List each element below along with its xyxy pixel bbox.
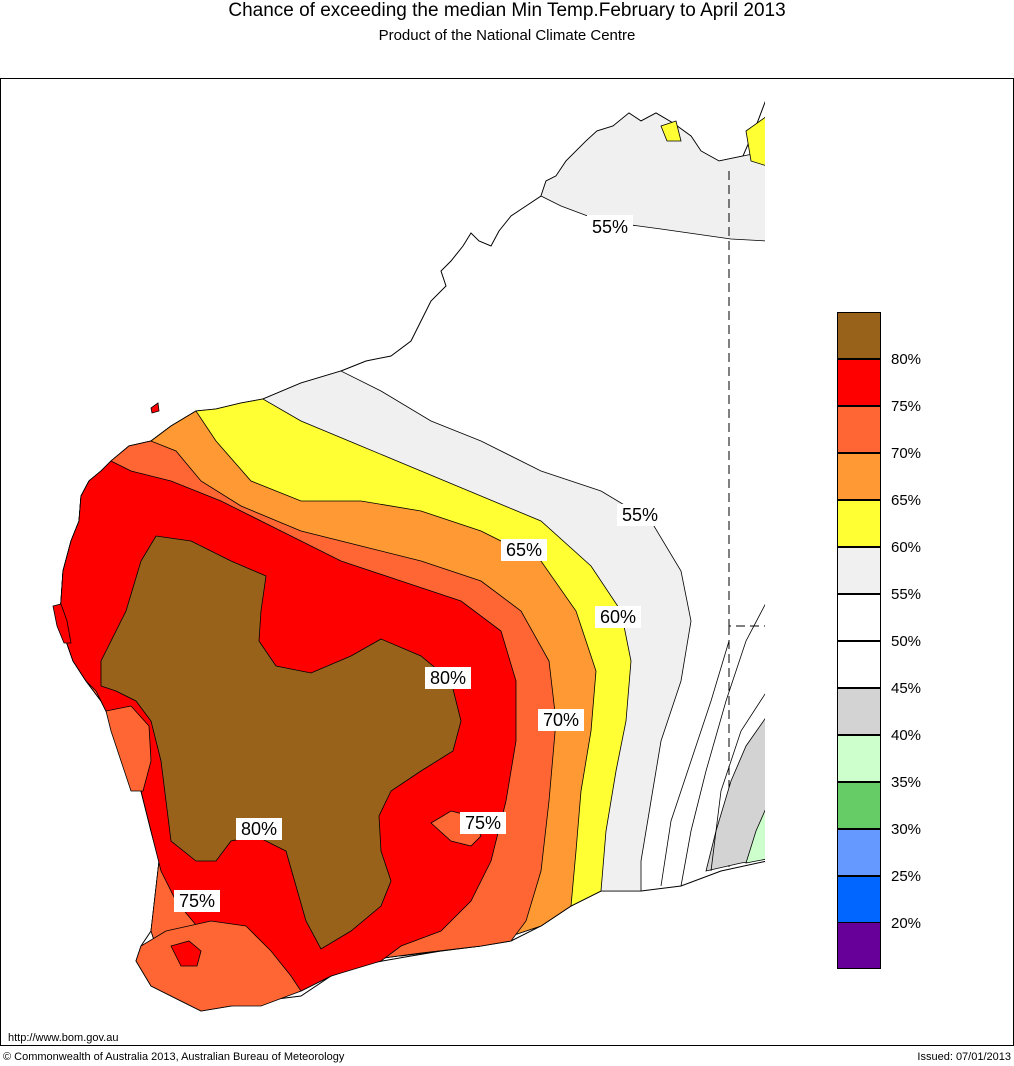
svg-text:70%: 70% [543, 710, 579, 730]
contour-label-55: 55% [617, 504, 663, 526]
svg-text:55%: 55% [592, 217, 628, 237]
legend-label: 20% [891, 915, 922, 932]
legend-swatch [837, 406, 881, 453]
map-subtitle: Product of the National Climate Centre [378, 27, 636, 44]
island-west-2 [52, 603, 72, 644]
legend-label: 60% [891, 539, 922, 556]
legend-panel [765, 78, 1014, 1046]
map-panel: 55% 55% 65% 60% 80% 70% 75% 80% [0, 78, 766, 1046]
map-title: Chance of exceeding the median Min Temp.… [228, 0, 786, 21]
legend-label: 80% [891, 351, 922, 368]
island-north-1 [745, 116, 765, 166]
legend-swatch [837, 922, 881, 969]
svg-text:75%: 75% [179, 891, 215, 911]
legend-label: 75% [891, 398, 922, 415]
contour-50 [660, 640, 730, 887]
copyright-notice: © Commonwealth of Australia 2013, Austra… [3, 1051, 345, 1063]
issued-date: Issued: 07/01/2013 [917, 1051, 1011, 1063]
legend-swatch [837, 829, 881, 876]
legend-label: 50% [891, 633, 922, 650]
contour-label-75-west: 75% [174, 890, 220, 912]
band-80-plus [100, 535, 462, 950]
island-north-2 [660, 120, 682, 142]
legend-swatch [837, 547, 881, 594]
svg-text:65%: 65% [506, 540, 542, 560]
legend-swatch [837, 688, 881, 735]
legend-label: 35% [891, 774, 922, 791]
legend-swatch [837, 594, 881, 641]
legend-label: 25% [891, 868, 922, 885]
svg-text:60%: 60% [600, 607, 636, 627]
contour-label-65: 65% [501, 539, 547, 561]
legend-label: 55% [891, 586, 922, 603]
band-35-40-east [745, 809, 765, 864]
legend-label: 45% [891, 680, 922, 697]
legend-label: 65% [891, 492, 922, 509]
contour-label-north-55: 55% [587, 215, 633, 237]
svg-text:75%: 75% [465, 813, 501, 833]
band-70-75-southwest [135, 920, 302, 1012]
legend-swatch [837, 500, 881, 547]
contour-label-80-lower: 80% [236, 818, 282, 840]
band-70-75-west [105, 705, 152, 792]
legend-label: 30% [891, 821, 922, 838]
wa-probability-map: 55% 55% 65% 60% 80% 70% 75% 80% [52, 100, 765, 1012]
svg-text:55%: 55% [622, 505, 658, 525]
legend-swatch [837, 453, 881, 500]
legend-swatch [837, 641, 881, 688]
contour-45 [680, 603, 765, 887]
legend-swatch [837, 735, 881, 782]
svg-text:80%: 80% [241, 819, 277, 839]
legend-label: 40% [891, 727, 922, 744]
legend-swatch [837, 876, 881, 923]
band-75-80-blob [170, 940, 202, 967]
svg-text:80%: 80% [430, 668, 466, 688]
contour-label-80-upper: 80% [425, 667, 471, 689]
island-west-1 [150, 402, 160, 414]
source-url[interactable]: http://www.bom.gov.au [8, 1032, 119, 1044]
contour-label-70: 70% [538, 709, 584, 731]
legend-swatch [837, 359, 881, 406]
legend-label: 70% [891, 445, 922, 462]
contour-label-60: 60% [595, 606, 641, 628]
contour-label-75-east: 75% [460, 812, 506, 834]
legend-swatch [837, 782, 881, 829]
contour-40 [710, 693, 765, 872]
legend-swatch [837, 312, 881, 359]
